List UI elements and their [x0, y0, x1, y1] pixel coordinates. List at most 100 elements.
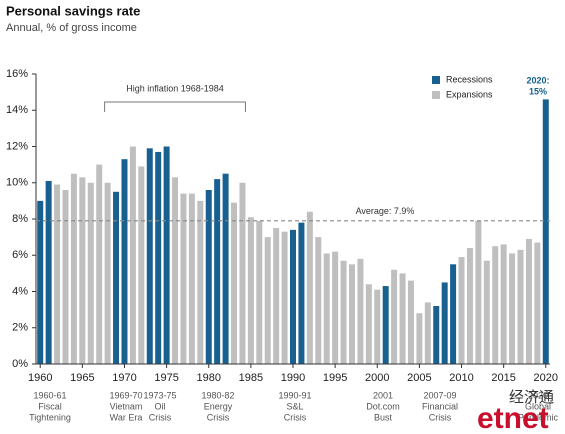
bar: [45, 180, 52, 364]
y-tick-label: 12%: [6, 140, 28, 152]
bar: [348, 264, 355, 364]
recession-label: S&L: [286, 401, 303, 411]
bar: [197, 200, 204, 364]
legend-swatch: [432, 76, 440, 84]
bar: [391, 269, 398, 364]
recession-label: 2001: [373, 390, 393, 400]
bar: [222, 173, 229, 364]
recession-label: Crisis: [284, 412, 307, 422]
bar: [54, 184, 61, 364]
bar: [382, 286, 389, 364]
recession-label: Crisis: [207, 412, 230, 422]
bar: [323, 253, 330, 364]
bar: [121, 159, 128, 364]
bar: [458, 257, 465, 364]
bar: [264, 237, 271, 364]
chart-subtitle: Annual, % of gross income: [6, 22, 137, 34]
bar: [256, 220, 263, 364]
x-tick-label: 1970: [112, 372, 136, 384]
bar: [416, 313, 423, 364]
x-tick-label: 1975: [154, 372, 178, 384]
bar: [407, 280, 414, 364]
recession-label: 2020: [528, 390, 548, 400]
recession-label: 2007-09: [423, 390, 456, 400]
x-tick-label: 2015: [491, 372, 515, 384]
recession-label: 1960-61: [33, 390, 66, 400]
bar: [155, 151, 162, 364]
bar: [104, 182, 111, 364]
recession-label: Fiscal: [38, 401, 62, 411]
bar: [365, 284, 372, 364]
y-tick-label: 4%: [12, 285, 28, 297]
bar: [500, 244, 507, 364]
recession-label: 1973-75: [143, 390, 176, 400]
x-tick-label: 2020: [534, 372, 558, 384]
y-tick-label: 14%: [6, 104, 28, 116]
watermark: etnet: [477, 402, 549, 434]
recession-label: Tightening: [29, 412, 71, 422]
bar: [509, 253, 516, 364]
data-label: 2020:: [526, 75, 549, 85]
recession-label: Crisis: [429, 412, 452, 422]
bar: [37, 200, 44, 364]
watermark: 经济通: [509, 389, 554, 406]
recession-label: Dot.com: [366, 401, 400, 411]
bar: [70, 173, 77, 364]
legend-label: Expansions: [446, 89, 493, 99]
bar: [290, 229, 296, 364]
bar: [87, 182, 94, 364]
chart-title: Personal savings rate: [6, 3, 140, 18]
x-tick-label: 1995: [323, 372, 347, 384]
bar: [231, 202, 238, 364]
bar: [239, 182, 246, 364]
recession-label: War Era: [110, 412, 143, 422]
x-tick-label: 2010: [449, 372, 473, 384]
bar: [433, 306, 440, 364]
bar: [205, 190, 212, 364]
recession-label: 1980-82: [201, 390, 234, 400]
bar: [96, 164, 103, 364]
bar: [332, 251, 339, 364]
bar: [214, 179, 221, 364]
x-tick-label: 1985: [239, 372, 263, 384]
bar: [281, 231, 288, 364]
recession-label: Bust: [374, 412, 393, 422]
bar: [534, 242, 541, 364]
x-tick-label: 2000: [365, 372, 389, 384]
recession-label: 1990-91: [278, 390, 311, 400]
recession-label: Energy: [204, 401, 233, 411]
data-label: 15%: [529, 86, 547, 96]
x-tick-label: 1990: [281, 372, 305, 384]
bar: [79, 177, 86, 364]
bar: [475, 220, 482, 364]
y-tick-label: 0%: [12, 358, 28, 370]
y-tick-label: 8%: [12, 213, 28, 225]
recession-label: Oil: [155, 401, 166, 411]
bar: [146, 148, 153, 364]
bar: [172, 177, 179, 364]
recession-label: 1969-70: [109, 390, 142, 400]
recession-label: Pandemic: [518, 412, 559, 422]
legend-label: Recessions: [446, 74, 493, 84]
bar: [180, 193, 187, 364]
bar: [357, 258, 364, 364]
bar: [525, 238, 532, 364]
legend-swatch: [432, 91, 440, 99]
bar: [466, 248, 473, 364]
recession-label: Financial: [422, 401, 458, 411]
y-tick-label: 2%: [12, 322, 28, 334]
x-tick-label: 2005: [407, 372, 431, 384]
bracket: [104, 101, 246, 112]
recession-label: Vietnam: [110, 401, 143, 411]
bar: [62, 190, 69, 364]
bar: [542, 99, 549, 364]
bar: [492, 246, 499, 364]
bar: [129, 146, 136, 364]
recession-label: Global: [525, 401, 551, 411]
bar: [188, 193, 195, 364]
recession-label: Crisis: [149, 412, 172, 422]
bar: [306, 211, 313, 364]
bar: [247, 217, 254, 364]
bar: [441, 282, 448, 364]
